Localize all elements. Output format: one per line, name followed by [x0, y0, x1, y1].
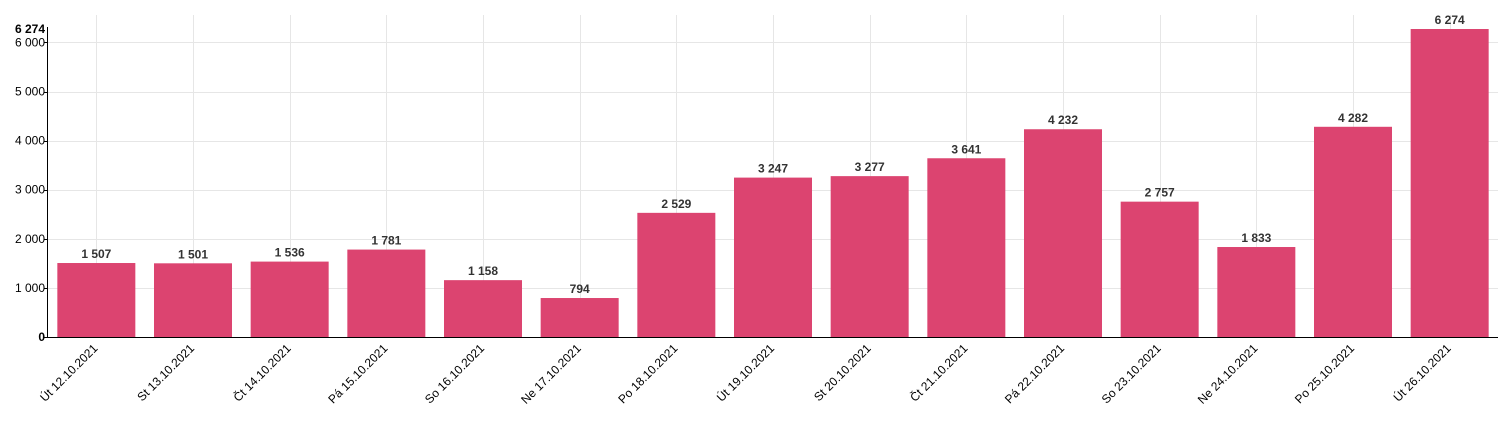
bar-value-label: 3 247 — [758, 162, 788, 176]
bar-value-label: 1 781 — [371, 234, 401, 248]
x-tick-label: Po 25.10.2021 — [1292, 341, 1357, 406]
bar[interactable] — [1217, 247, 1296, 337]
x-tick-label: So 16.10.2021 — [422, 341, 487, 406]
bar-value-label: 1 501 — [178, 247, 208, 261]
bar-value-label: 2 757 — [1145, 186, 1175, 200]
bar[interactable] — [927, 158, 1006, 337]
bar[interactable] — [734, 177, 812, 337]
bar[interactable] — [250, 261, 329, 337]
bar-value-label: 1 536 — [275, 246, 305, 260]
y-tick-label: 1 000 — [15, 281, 45, 295]
bar-value-label: 794 — [570, 282, 590, 296]
y-tick-label: 5 000 — [15, 85, 45, 99]
y-tick-label: 3 000 — [15, 183, 45, 197]
x-tick-label: Út 26.10.2021 — [1390, 340, 1454, 404]
bar-value-label: 1 833 — [1241, 231, 1271, 245]
bar-value-label: 1 158 — [468, 264, 498, 278]
x-tick-label: Ne 17.10.2021 — [518, 341, 584, 407]
bar[interactable] — [1410, 29, 1489, 337]
bar[interactable] — [637, 212, 716, 337]
bar-value-label: 4 282 — [1338, 111, 1368, 125]
bar-value-label: 2 529 — [661, 197, 691, 211]
y-tick-label: 2 000 — [15, 232, 45, 246]
x-tick-label: Út 12.10.2021 — [37, 340, 101, 404]
x-tick-label: Pá 15.10.2021 — [325, 341, 390, 406]
bar-value-label: 6 274 — [1435, 13, 1465, 27]
x-tick-label: So 23.10.2021 — [1099, 341, 1164, 406]
bar[interactable] — [830, 176, 909, 337]
y-tick-label: 0 — [38, 330, 45, 344]
bar-value-label: 1 507 — [81, 247, 111, 261]
bar[interactable] — [1314, 126, 1392, 337]
x-tick-label: St 20.10.2021 — [811, 341, 874, 404]
x-tick-label: Pá 22.10.2021 — [1002, 341, 1067, 406]
x-tick-label: Čt 21.10.2021 — [907, 340, 971, 404]
y-max-label: 6 274 — [15, 22, 45, 36]
x-tick-label: Po 18.10.2021 — [615, 341, 680, 406]
x-tick-label: Čt 14.10.2021 — [230, 340, 294, 404]
bar[interactable] — [444, 280, 522, 337]
bar[interactable] — [347, 249, 426, 337]
bar[interactable] — [1120, 201, 1199, 337]
bar-value-label: 4 232 — [1048, 113, 1078, 127]
y-tick-label: 4 000 — [15, 134, 45, 148]
bar[interactable] — [1024, 129, 1102, 337]
bars — [57, 29, 1489, 337]
bar-value-label: 3 641 — [951, 142, 981, 156]
data-labels: 1 507 1 501 1 536 1 781 1 158 794 2 529 3 247 3 … — [81, 13, 1465, 296]
bar[interactable] — [57, 263, 136, 337]
x-tick-label: Ne 24.10.2021 — [1195, 341, 1261, 407]
bar-value-label: 3 277 — [855, 160, 885, 174]
y-tick-label: 6 000 — [15, 35, 45, 49]
x-tick-label: St 13.10.2021 — [134, 341, 197, 404]
bar[interactable] — [540, 298, 619, 337]
x-tick-label: Út 19.10.2021 — [713, 340, 777, 404]
bar[interactable] — [154, 263, 232, 337]
